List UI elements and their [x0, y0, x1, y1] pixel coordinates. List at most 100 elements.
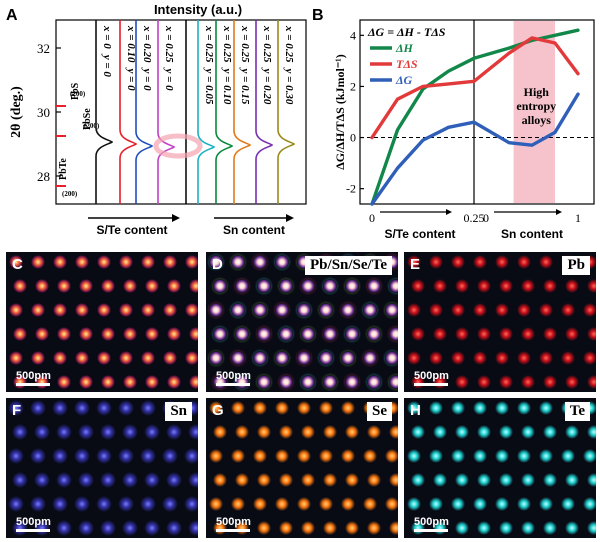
- atom-column: [297, 303, 311, 317]
- gibbs-equation: ΔG = ΔH - TΔS: [367, 25, 446, 39]
- series-point: [396, 129, 399, 131]
- atom-column: [189, 327, 198, 341]
- x-tick-label: 0.25: [464, 211, 485, 225]
- element-tag: Pb: [562, 256, 590, 275]
- atomic-map: [9, 255, 198, 389]
- atom-column: [119, 255, 133, 269]
- atom-column: [499, 521, 513, 535]
- y-tick-label: 4: [350, 28, 356, 42]
- legend-label: TΔS: [396, 57, 418, 71]
- composition-label: x = 0.25 y = 0.05: [203, 25, 215, 105]
- peak-shift-band: [153, 133, 203, 159]
- atom-column: [56, 424, 72, 440]
- series-point: [577, 29, 579, 32]
- atom-column: [235, 279, 249, 293]
- panel-b-frame: [359, 19, 595, 205]
- xrd-peak-curve: [135, 20, 154, 204]
- atom-column: [141, 303, 155, 317]
- composition-y: y = 0.30: [283, 67, 295, 105]
- peak-index: (200): [62, 190, 78, 198]
- series-point: [473, 121, 475, 124]
- atom-column: [451, 449, 465, 463]
- atom-column: [96, 496, 112, 512]
- atom-column: [122, 424, 138, 440]
- xrd-peak-curve: [95, 20, 114, 204]
- atom-column: [495, 351, 509, 365]
- atom-column: [78, 520, 94, 536]
- atom-column: [499, 279, 513, 293]
- atom-column: [74, 448, 90, 464]
- atom-column: [13, 327, 27, 341]
- atom-column: [140, 448, 156, 464]
- atom-column: [543, 327, 557, 341]
- atomic-map: [209, 401, 398, 535]
- atom-column: [323, 375, 337, 389]
- atom-column: [122, 520, 138, 536]
- atom-column: [411, 473, 425, 487]
- atom-column: [57, 327, 71, 341]
- atom-column: [253, 303, 267, 317]
- atom-column: [539, 497, 553, 511]
- high-entropy-word: alloys: [522, 113, 552, 127]
- atom-column: [140, 496, 156, 512]
- atom-column: [209, 449, 223, 463]
- atom-column: [517, 303, 531, 317]
- atom-column: [319, 401, 333, 415]
- scale-bar: 500pm: [414, 516, 449, 532]
- composition-y: y = 0: [141, 67, 153, 92]
- stem-panel-f: F Sn 500pm: [6, 398, 198, 538]
- atom-column: [141, 255, 155, 269]
- series-point: [531, 144, 533, 147]
- atom-column: [188, 520, 198, 536]
- series-point: [371, 203, 373, 205]
- atom-column: [52, 400, 68, 416]
- scale-bar: 500pm: [216, 516, 251, 532]
- atom-column: [367, 425, 381, 439]
- atom-column: [145, 375, 159, 389]
- series-point: [577, 93, 579, 95]
- s-te-content-label: S/Te content: [96, 223, 167, 237]
- atom-column: [543, 375, 557, 389]
- atom-column: [495, 401, 509, 415]
- atom-column: [367, 279, 381, 293]
- atom-column: [35, 327, 49, 341]
- atom-column: [499, 327, 513, 341]
- atom-column: [119, 303, 133, 317]
- atomic-map: [407, 401, 596, 535]
- atom-column: [123, 327, 137, 341]
- atom-column: [477, 279, 491, 293]
- atom-column: [517, 401, 531, 415]
- atom-column: [385, 303, 398, 317]
- atom-column: [345, 327, 359, 341]
- atom-column: [123, 279, 137, 293]
- atom-column: [455, 279, 469, 293]
- atom-column: [499, 375, 513, 389]
- atom-column: [253, 255, 267, 269]
- atom-column: [301, 473, 315, 487]
- thermo-curves: [370, 28, 580, 206]
- composition-x: x = 0.25: [203, 25, 215, 63]
- composition-y: y = 0.10: [221, 67, 233, 105]
- sn-content-label: Sn content: [223, 223, 285, 237]
- series-point: [554, 34, 556, 37]
- atom-column: [587, 375, 596, 389]
- atom-column: [451, 401, 465, 415]
- atom-column: [275, 255, 289, 269]
- atom-column: [145, 279, 159, 293]
- atom-column: [145, 327, 159, 341]
- atom-column: [53, 255, 67, 269]
- panel-a-label: A: [6, 7, 18, 24]
- atom-column: [363, 351, 377, 365]
- composition-label: x = 0.25 y = 0: [163, 25, 175, 91]
- atom-column: [495, 497, 509, 511]
- atom-column: [163, 351, 177, 365]
- sn-content-label-b: Sn content: [501, 227, 563, 241]
- atom-column: [53, 303, 67, 317]
- s-te-content-label-b: S/Te content: [384, 227, 455, 241]
- atom-column: [367, 327, 381, 341]
- atom-column: [231, 449, 245, 463]
- composition-x: x = 0.25: [239, 25, 251, 63]
- scale-bar: 500pm: [16, 370, 51, 386]
- scale-bar-line: [216, 529, 250, 532]
- atom-column: [539, 401, 553, 415]
